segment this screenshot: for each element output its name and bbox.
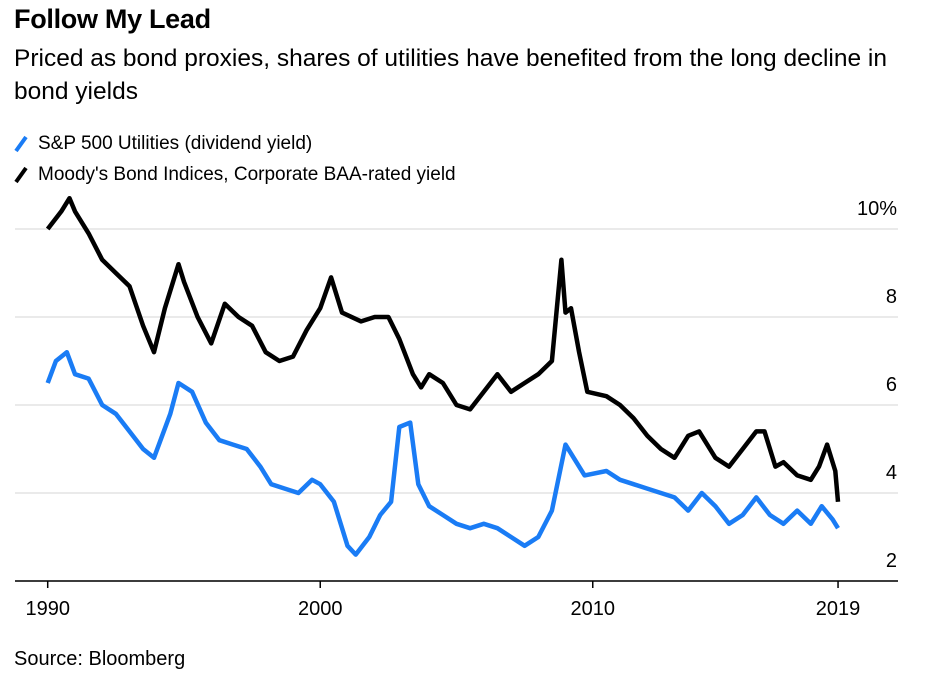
x-tick-label: 2019 <box>816 598 861 620</box>
y-tick-label: 2 <box>886 550 897 572</box>
legend-swatch <box>14 135 28 152</box>
legend-label: S&P 500 Utilities (dividend yield) <box>38 132 313 154</box>
chart-title: Follow My Lead <box>14 4 211 34</box>
x-tick-label: 2000 <box>298 598 343 620</box>
legend-swatch <box>14 166 28 183</box>
series-line <box>45 195 841 502</box>
x-tick-label: 1990 <box>25 598 70 620</box>
y-tick-label: 8 <box>886 286 897 308</box>
legend-swatch-line <box>14 166 28 183</box>
x-tick-label: 2010 <box>571 598 616 620</box>
y-tick-label: 10% <box>857 198 897 220</box>
legend-label: Moody's Bond Indices, Corporate BAA-rate… <box>38 163 456 185</box>
series-line <box>45 349 840 557</box>
legend-item: Moody's Bond Indices, Corporate BAA-rate… <box>14 159 456 190</box>
chart-subtitle: Priced as bond proxies, shares of utilit… <box>14 45 887 105</box>
legend-item: S&P 500 Utilities (dividend yield) <box>14 128 456 159</box>
y-tick-label: 4 <box>886 462 897 484</box>
source: Source: Bloomberg <box>14 648 186 670</box>
y-tick-label: 6 <box>886 374 897 396</box>
legend: S&P 500 Utilities (dividend yield) Moody'… <box>14 128 456 190</box>
legend-swatch-line <box>14 135 28 152</box>
